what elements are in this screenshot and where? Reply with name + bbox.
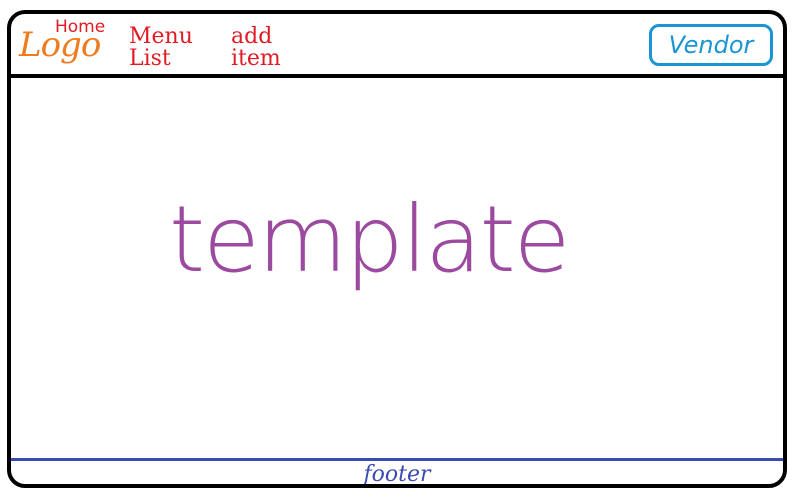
nav-menu-list-line1: Menu bbox=[129, 24, 193, 49]
nav-add-item-line2: item bbox=[231, 46, 281, 71]
nav-home-link[interactable]: Home bbox=[55, 17, 106, 37]
vendor-button[interactable]: Vendor bbox=[649, 24, 773, 66]
nav-menu-list-link[interactable]: Menu List bbox=[129, 26, 193, 70]
nav-add-item-link[interactable]: add item bbox=[231, 26, 281, 70]
footer: footer bbox=[363, 462, 431, 487]
main-content: template bbox=[11, 78, 783, 458]
template-placeholder: template bbox=[169, 186, 570, 293]
app-window: Logo Home Menu List add item Vendor temp… bbox=[7, 10, 787, 488]
logo[interactable]: Logo bbox=[19, 25, 101, 65]
nav-menu-list-line2: List bbox=[129, 46, 171, 71]
footer-divider bbox=[11, 458, 783, 461]
header: Logo Home Menu List add item Vendor bbox=[11, 14, 783, 78]
nav-add-item-line1: add bbox=[231, 24, 273, 49]
